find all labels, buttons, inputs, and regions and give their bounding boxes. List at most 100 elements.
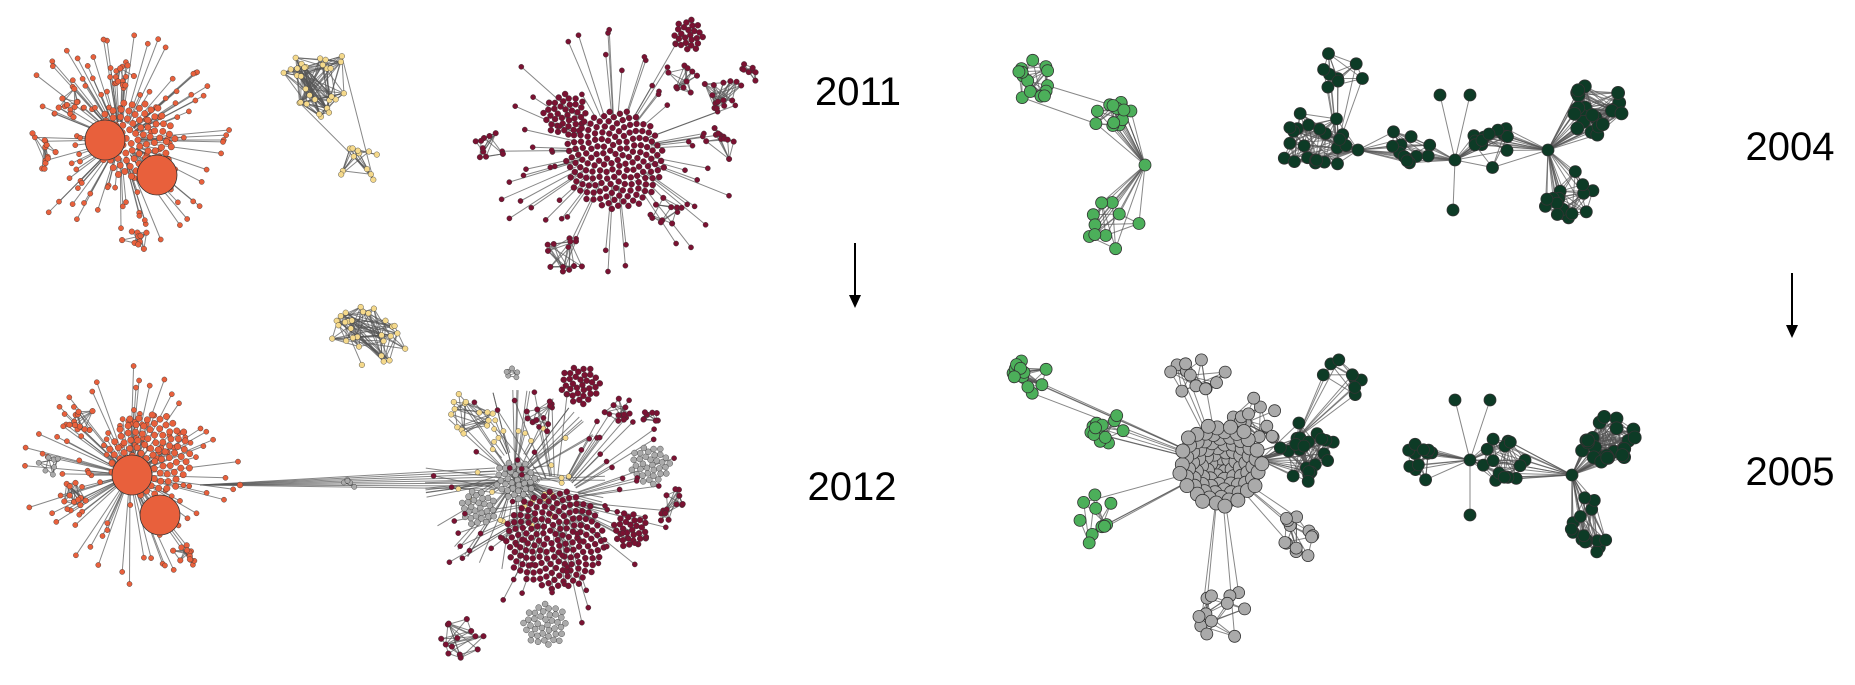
network-edge [106,40,119,123]
community-node [1400,154,1414,168]
community-node [298,73,305,80]
community-node [1247,391,1261,405]
community-node [1356,72,1369,85]
community-node [59,95,66,102]
leaf-node [79,76,86,82]
cluster-node [619,187,626,194]
leaf-node [616,486,623,493]
cluster-node [570,398,577,405]
cluster-node [163,484,171,492]
cluster-node [544,555,551,562]
community-node [280,69,287,76]
leaf-node [104,88,110,95]
leaf-node [566,473,572,480]
cluster-node [603,168,610,176]
leaf-node [512,103,519,109]
leaf-node [56,403,63,410]
cluster-node [604,175,611,182]
cluster-node [531,475,538,482]
leaf-node [144,40,151,47]
cluster-node [530,494,538,501]
cluster-node [638,524,645,531]
cluster-node [166,442,174,450]
leaf-node [473,448,480,455]
leaf-node [188,91,195,98]
cluster-node [172,458,180,466]
cluster-node [161,448,169,456]
network-edge [568,437,601,481]
community-node [349,334,356,341]
community-node [513,374,520,381]
leaf-node [39,450,46,457]
cluster-node [527,637,535,644]
leaf-node [515,428,522,434]
community-node [1302,118,1315,132]
cluster-node [531,609,539,617]
cluster-node [493,481,501,488]
cluster-node [625,114,633,122]
cluster-node [637,142,645,149]
cluster-node [518,505,525,512]
community-node [1116,424,1130,438]
community-node [297,99,304,106]
cluster-node [159,438,167,446]
community-node [1082,536,1096,550]
network-edge [651,197,664,219]
cluster-node [647,122,654,130]
cluster-node [523,530,530,537]
network-edge [457,413,493,428]
network-edge [125,38,159,124]
network-edge [299,102,372,175]
cluster-node [166,428,174,436]
cluster-node [601,123,608,130]
community-node [450,399,457,406]
cluster-node [620,198,627,205]
leaf-node [131,407,137,413]
cluster-node [563,546,571,554]
cluster-node [592,374,599,381]
cluster-node [600,149,607,157]
community-node [724,136,731,143]
leaf-node [682,167,688,173]
cluster-node [555,94,562,101]
community-node [1345,368,1359,382]
leaf-node [22,462,28,469]
community-node [122,82,129,89]
cluster-node [592,181,599,189]
cluster-node [552,564,560,572]
cluster-node [461,505,468,512]
cluster-node [560,512,568,520]
bridge-node [236,481,244,489]
leaf-node [76,457,83,464]
cluster-node [180,445,188,453]
network-edge [134,94,192,131]
cluster-node [141,110,149,118]
community-node [382,317,389,324]
community-node [75,496,82,503]
cluster-node [619,151,626,159]
leaf-node [448,484,455,491]
cluster-node [124,422,132,430]
cluster-node [531,625,539,633]
cluster-node [545,498,552,505]
network-edge [107,432,123,460]
community-node [1038,89,1051,103]
network-edge [305,88,344,94]
leaf-node [602,247,609,254]
leaf-node [609,464,615,471]
leaf-node [497,534,504,541]
network-edge [713,84,733,101]
cluster-node [115,171,122,178]
cluster-node [126,415,134,423]
community-node [358,361,365,368]
community-node [1567,106,1582,121]
cluster-node [566,375,573,383]
community-node [1568,165,1582,179]
network-edge [383,333,398,362]
community-node [1599,533,1613,547]
cluster-node [560,504,568,511]
network-edge [79,459,113,471]
cluster-node [151,113,159,121]
leaf-node [76,511,83,518]
network-edge [460,635,484,659]
